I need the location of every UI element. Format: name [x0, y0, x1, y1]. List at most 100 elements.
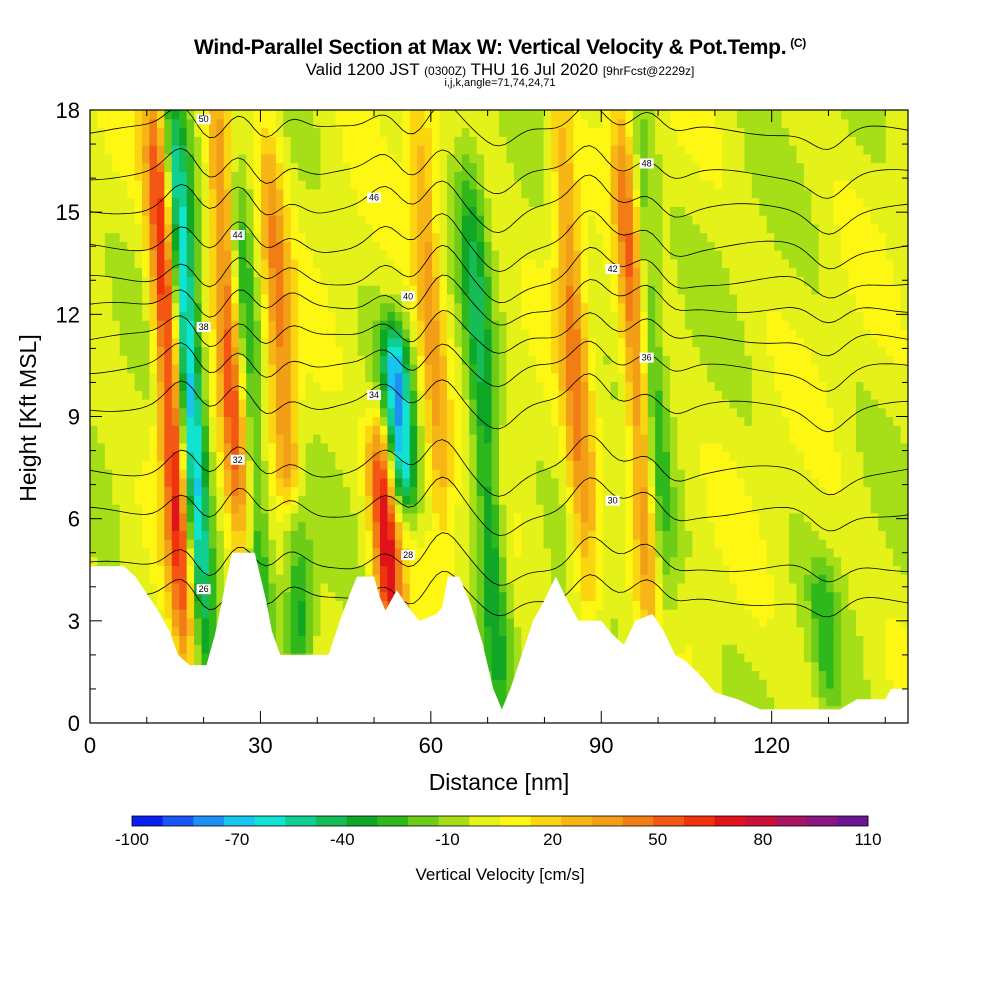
field-cell: [357, 390, 366, 400]
field-cell: [246, 188, 255, 199]
field-cell: [194, 626, 203, 637]
field-cell: [580, 355, 589, 365]
field-cell: [201, 460, 210, 470]
field-cell: [588, 302, 597, 313]
field-cell: [432, 460, 441, 470]
field-cell: [216, 285, 225, 295]
field-cell: [387, 276, 396, 286]
field-cell: [551, 232, 560, 242]
field-cell: [499, 381, 508, 391]
field-cell: [231, 469, 240, 479]
field-cell: [543, 521, 552, 531]
field-cell: [491, 241, 500, 251]
field-cell: [484, 652, 493, 663]
field-cell: [171, 591, 180, 601]
field-cell: [573, 136, 582, 146]
field-cell: [171, 118, 180, 129]
field-cell: [536, 504, 545, 514]
field-cell: [380, 521, 389, 531]
field-cell: [283, 145, 292, 155]
field-cell: [119, 328, 128, 339]
field-cell: [558, 451, 567, 461]
field-cell: [432, 188, 441, 199]
field-cell: [223, 320, 232, 330]
field-cell: [595, 416, 604, 426]
field-cell: [491, 127, 500, 137]
field-cell: [179, 162, 188, 172]
field-cell: [104, 442, 113, 453]
field-cell: [558, 477, 567, 488]
field-cell: [112, 136, 121, 146]
field-cell: [149, 285, 158, 295]
field-cell: [454, 355, 463, 365]
field-cell: [432, 311, 441, 321]
field-cell: [513, 197, 522, 207]
field-cell: [357, 355, 366, 365]
field-cell: [432, 293, 441, 304]
field-cell: [409, 110, 418, 120]
field-cell: [424, 477, 433, 488]
field-cell: [499, 670, 508, 680]
field-cell: [186, 136, 195, 146]
field-cell: [179, 652, 188, 663]
field-cell: [380, 250, 389, 260]
field-cell: [142, 582, 151, 593]
field-cell: [476, 293, 485, 304]
field-cell: [342, 390, 351, 400]
field-cell: [461, 425, 470, 435]
field-cell: [409, 582, 418, 593]
field-cell: [127, 285, 136, 295]
field-cell: [238, 180, 247, 190]
field-cell: [603, 337, 612, 348]
field-cell: [134, 136, 143, 146]
field-cell: [342, 206, 351, 216]
field-cell: [439, 223, 448, 234]
field-cell: [261, 188, 270, 199]
field-cell: [394, 442, 403, 453]
field-cell: [365, 539, 374, 549]
field-cell: [149, 565, 158, 575]
field-cell: [394, 363, 403, 374]
field-cell: [283, 215, 292, 225]
field-cell: [268, 617, 277, 628]
field-cell: [350, 346, 359, 356]
field-cell: [491, 145, 500, 155]
field-cell: [424, 469, 433, 479]
field-cell: [513, 145, 522, 155]
field-cell: [558, 469, 567, 479]
field-cell: [127, 416, 136, 426]
field-cell: [290, 162, 299, 172]
field-cell: [387, 504, 396, 514]
field-cell: [543, 136, 552, 146]
field-cell: [558, 145, 567, 155]
field-cell: [335, 162, 344, 172]
field-cell: [119, 530, 128, 540]
field-cell: [305, 530, 314, 540]
field-cell: [365, 311, 374, 321]
field-cell: [513, 407, 522, 418]
field-cell: [573, 127, 582, 137]
field-cell: [573, 556, 582, 566]
field-cell: [357, 180, 366, 190]
field-cell: [439, 188, 448, 199]
field-cell: [313, 285, 322, 295]
field-cell: [90, 118, 99, 129]
field-cell: [476, 556, 485, 566]
field-cell: [565, 407, 574, 418]
field-cell: [536, 276, 545, 286]
field-cell: [223, 477, 232, 488]
field-cell: [469, 416, 478, 426]
field-cell: [112, 363, 121, 374]
field-cell: [409, 180, 418, 190]
field-cell: [223, 267, 232, 277]
field-cell: [305, 547, 314, 558]
field-cell: [365, 460, 374, 470]
field-cell: [104, 110, 113, 120]
field-cell: [335, 591, 344, 601]
field-cell: [521, 407, 530, 418]
field-cell: [595, 250, 604, 260]
field-cell: [580, 477, 589, 488]
field-cell: [313, 495, 322, 505]
field-cell: [603, 451, 612, 461]
field-cell: [223, 215, 232, 225]
